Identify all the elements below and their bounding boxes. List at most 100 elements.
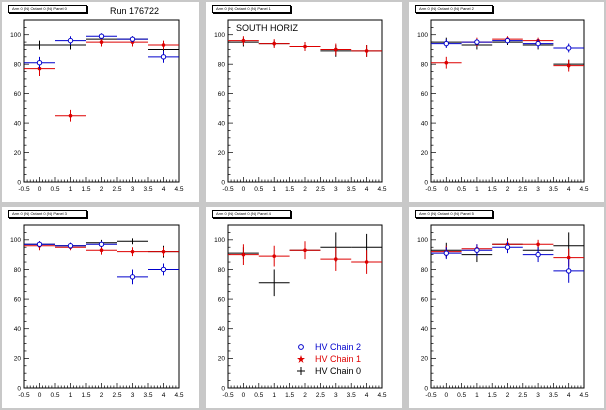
y-tick-label: 20 bbox=[421, 356, 429, 363]
x-tick-label: 2.5 bbox=[112, 186, 121, 193]
x-tick-label: 2.5 bbox=[316, 392, 325, 399]
x-tick-label: 1.5 bbox=[488, 392, 497, 399]
x-tick-label: 2 bbox=[506, 392, 510, 399]
data-point bbox=[55, 36, 86, 46]
x-tick-label: 2.5 bbox=[112, 392, 121, 399]
data-point bbox=[148, 263, 179, 276]
legend: HV Chain 2 HV Chain 1 HV Chain 0 bbox=[293, 341, 361, 377]
y-tick-label: 40 bbox=[218, 326, 226, 333]
x-tick-label: 0.5 bbox=[50, 186, 59, 193]
x-tick-label: 0 bbox=[38, 392, 42, 399]
x-tick-label: 2 bbox=[100, 392, 104, 399]
data-point bbox=[492, 241, 523, 254]
data-point bbox=[148, 247, 179, 257]
y-tick-label: 60 bbox=[218, 91, 226, 98]
pad-title: Arm 0 (N) Octant 0 (N) Panel 0 bbox=[8, 5, 87, 13]
x-tick-label: -0.5 bbox=[18, 186, 30, 193]
data-point bbox=[522, 39, 554, 48]
x-tick-label: 0 bbox=[444, 186, 448, 193]
x-tick-label: 4 bbox=[162, 392, 166, 399]
data-point bbox=[86, 37, 117, 47]
data-point bbox=[86, 241, 117, 248]
x-tick-label: 3 bbox=[334, 392, 338, 399]
y-tick-label: 40 bbox=[14, 120, 22, 127]
data-point bbox=[258, 39, 290, 48]
x-tick-label: 4 bbox=[365, 392, 369, 399]
data-point bbox=[461, 39, 493, 46]
data-point bbox=[258, 269, 290, 297]
data-point bbox=[117, 238, 148, 245]
legend-label: HV Chain 2 bbox=[315, 342, 362, 352]
run-label: Run 176722 bbox=[110, 6, 160, 16]
y-tick-label: 100 bbox=[417, 32, 428, 39]
legend-entry: HV Chain 0 bbox=[293, 365, 361, 377]
x-tick-label: -0.5 bbox=[425, 186, 437, 193]
cross-icon bbox=[297, 367, 305, 375]
x-tick-label: 4 bbox=[567, 392, 571, 399]
y-tick-label: 60 bbox=[421, 91, 429, 98]
x-tick-label: 0.5 bbox=[254, 186, 263, 193]
data-point bbox=[461, 244, 493, 257]
plot-pad-5: -0.5 0 0.5 1 1.5 2 2.5 3 3.5 4 4.5 0 20 40 60 80 100 Arm … bbox=[206, 207, 402, 408]
x-tick-label: 1 bbox=[69, 392, 73, 399]
data-point bbox=[55, 242, 86, 249]
y-tick-label: 60 bbox=[421, 296, 429, 303]
plot-pad-4: -0.5 0 0.5 1 1.5 2 2.5 3 3.5 4 4.5 0 20 40 60 80 100 Arm … bbox=[2, 207, 199, 408]
x-tick-label: -0.5 bbox=[222, 392, 234, 399]
x-tick-label: 0 bbox=[242, 186, 246, 193]
plot-pad-2: -0.5 0 0.5 1 1.5 2 2.5 3 3.5 4 4.5 0 20 40 60 80 100 Arm … bbox=[206, 2, 402, 202]
x-tick-label: 2 bbox=[100, 186, 104, 193]
x-tick-label: 0.5 bbox=[457, 392, 466, 399]
y-tick-label: 0 bbox=[424, 385, 428, 392]
x-tick-label: 4 bbox=[567, 186, 571, 193]
x-tick-label: 1.5 bbox=[285, 392, 294, 399]
data-point bbox=[320, 247, 352, 271]
x-tick-label: 4.5 bbox=[579, 392, 588, 399]
legend-label: HV Chain 0 bbox=[315, 366, 362, 376]
x-tick-label: 3 bbox=[536, 392, 540, 399]
data-point bbox=[553, 259, 584, 283]
x-tick-label: 0.5 bbox=[50, 392, 59, 399]
pad-title: Arm 0 (N) Octant 0 (N) Panel 5 bbox=[415, 210, 494, 218]
legend-entry: HV Chain 1 bbox=[293, 353, 361, 365]
data-point bbox=[289, 241, 321, 260]
y-tick-label: 80 bbox=[14, 61, 22, 68]
y-tick-label: 20 bbox=[421, 150, 429, 157]
x-tick-label: 0 bbox=[242, 392, 246, 399]
x-tick-label: 3.5 bbox=[549, 186, 558, 193]
x-tick-label: 3.5 bbox=[549, 392, 558, 399]
y-tick-label: 60 bbox=[218, 296, 226, 303]
y-tick-label: 20 bbox=[218, 356, 226, 363]
x-tick-label: 3 bbox=[334, 186, 338, 193]
y-tick-label: 100 bbox=[10, 32, 21, 39]
x-tick-label: 3.5 bbox=[143, 186, 152, 193]
x-tick-label: 3.5 bbox=[347, 186, 356, 193]
x-tick-label: 1 bbox=[475, 392, 479, 399]
pad-title: Arm 0 (N) Octant 0 (N) Panel 2 bbox=[415, 5, 494, 13]
x-tick-label: 2 bbox=[506, 186, 510, 193]
data-point bbox=[351, 250, 382, 274]
x-tick-label: -0.5 bbox=[18, 392, 30, 399]
open-circle-icon bbox=[298, 344, 304, 350]
data-point bbox=[86, 33, 117, 40]
y-tick-label: 20 bbox=[14, 150, 22, 157]
data-point bbox=[522, 247, 554, 263]
x-tick-label: 0 bbox=[444, 392, 448, 399]
y-tick-label: 80 bbox=[218, 267, 226, 274]
data-point bbox=[24, 241, 55, 248]
legend-label: HV Chain 1 bbox=[315, 354, 362, 364]
y-tick-label: 40 bbox=[421, 326, 429, 333]
y-tick-label: 100 bbox=[214, 32, 225, 39]
y-tick-label: 60 bbox=[14, 91, 22, 98]
x-tick-label: 2.5 bbox=[518, 392, 527, 399]
pad-annotation: SOUTH HORIZ bbox=[236, 23, 298, 33]
x-tick-label: -0.5 bbox=[222, 186, 234, 193]
y-tick-label: 0 bbox=[221, 385, 225, 392]
x-tick-label: 1.5 bbox=[488, 186, 497, 193]
x-tick-label: 1.5 bbox=[285, 186, 294, 193]
y-tick-label: 0 bbox=[17, 179, 21, 186]
x-tick-label: 2 bbox=[303, 392, 307, 399]
data-point bbox=[228, 244, 259, 266]
